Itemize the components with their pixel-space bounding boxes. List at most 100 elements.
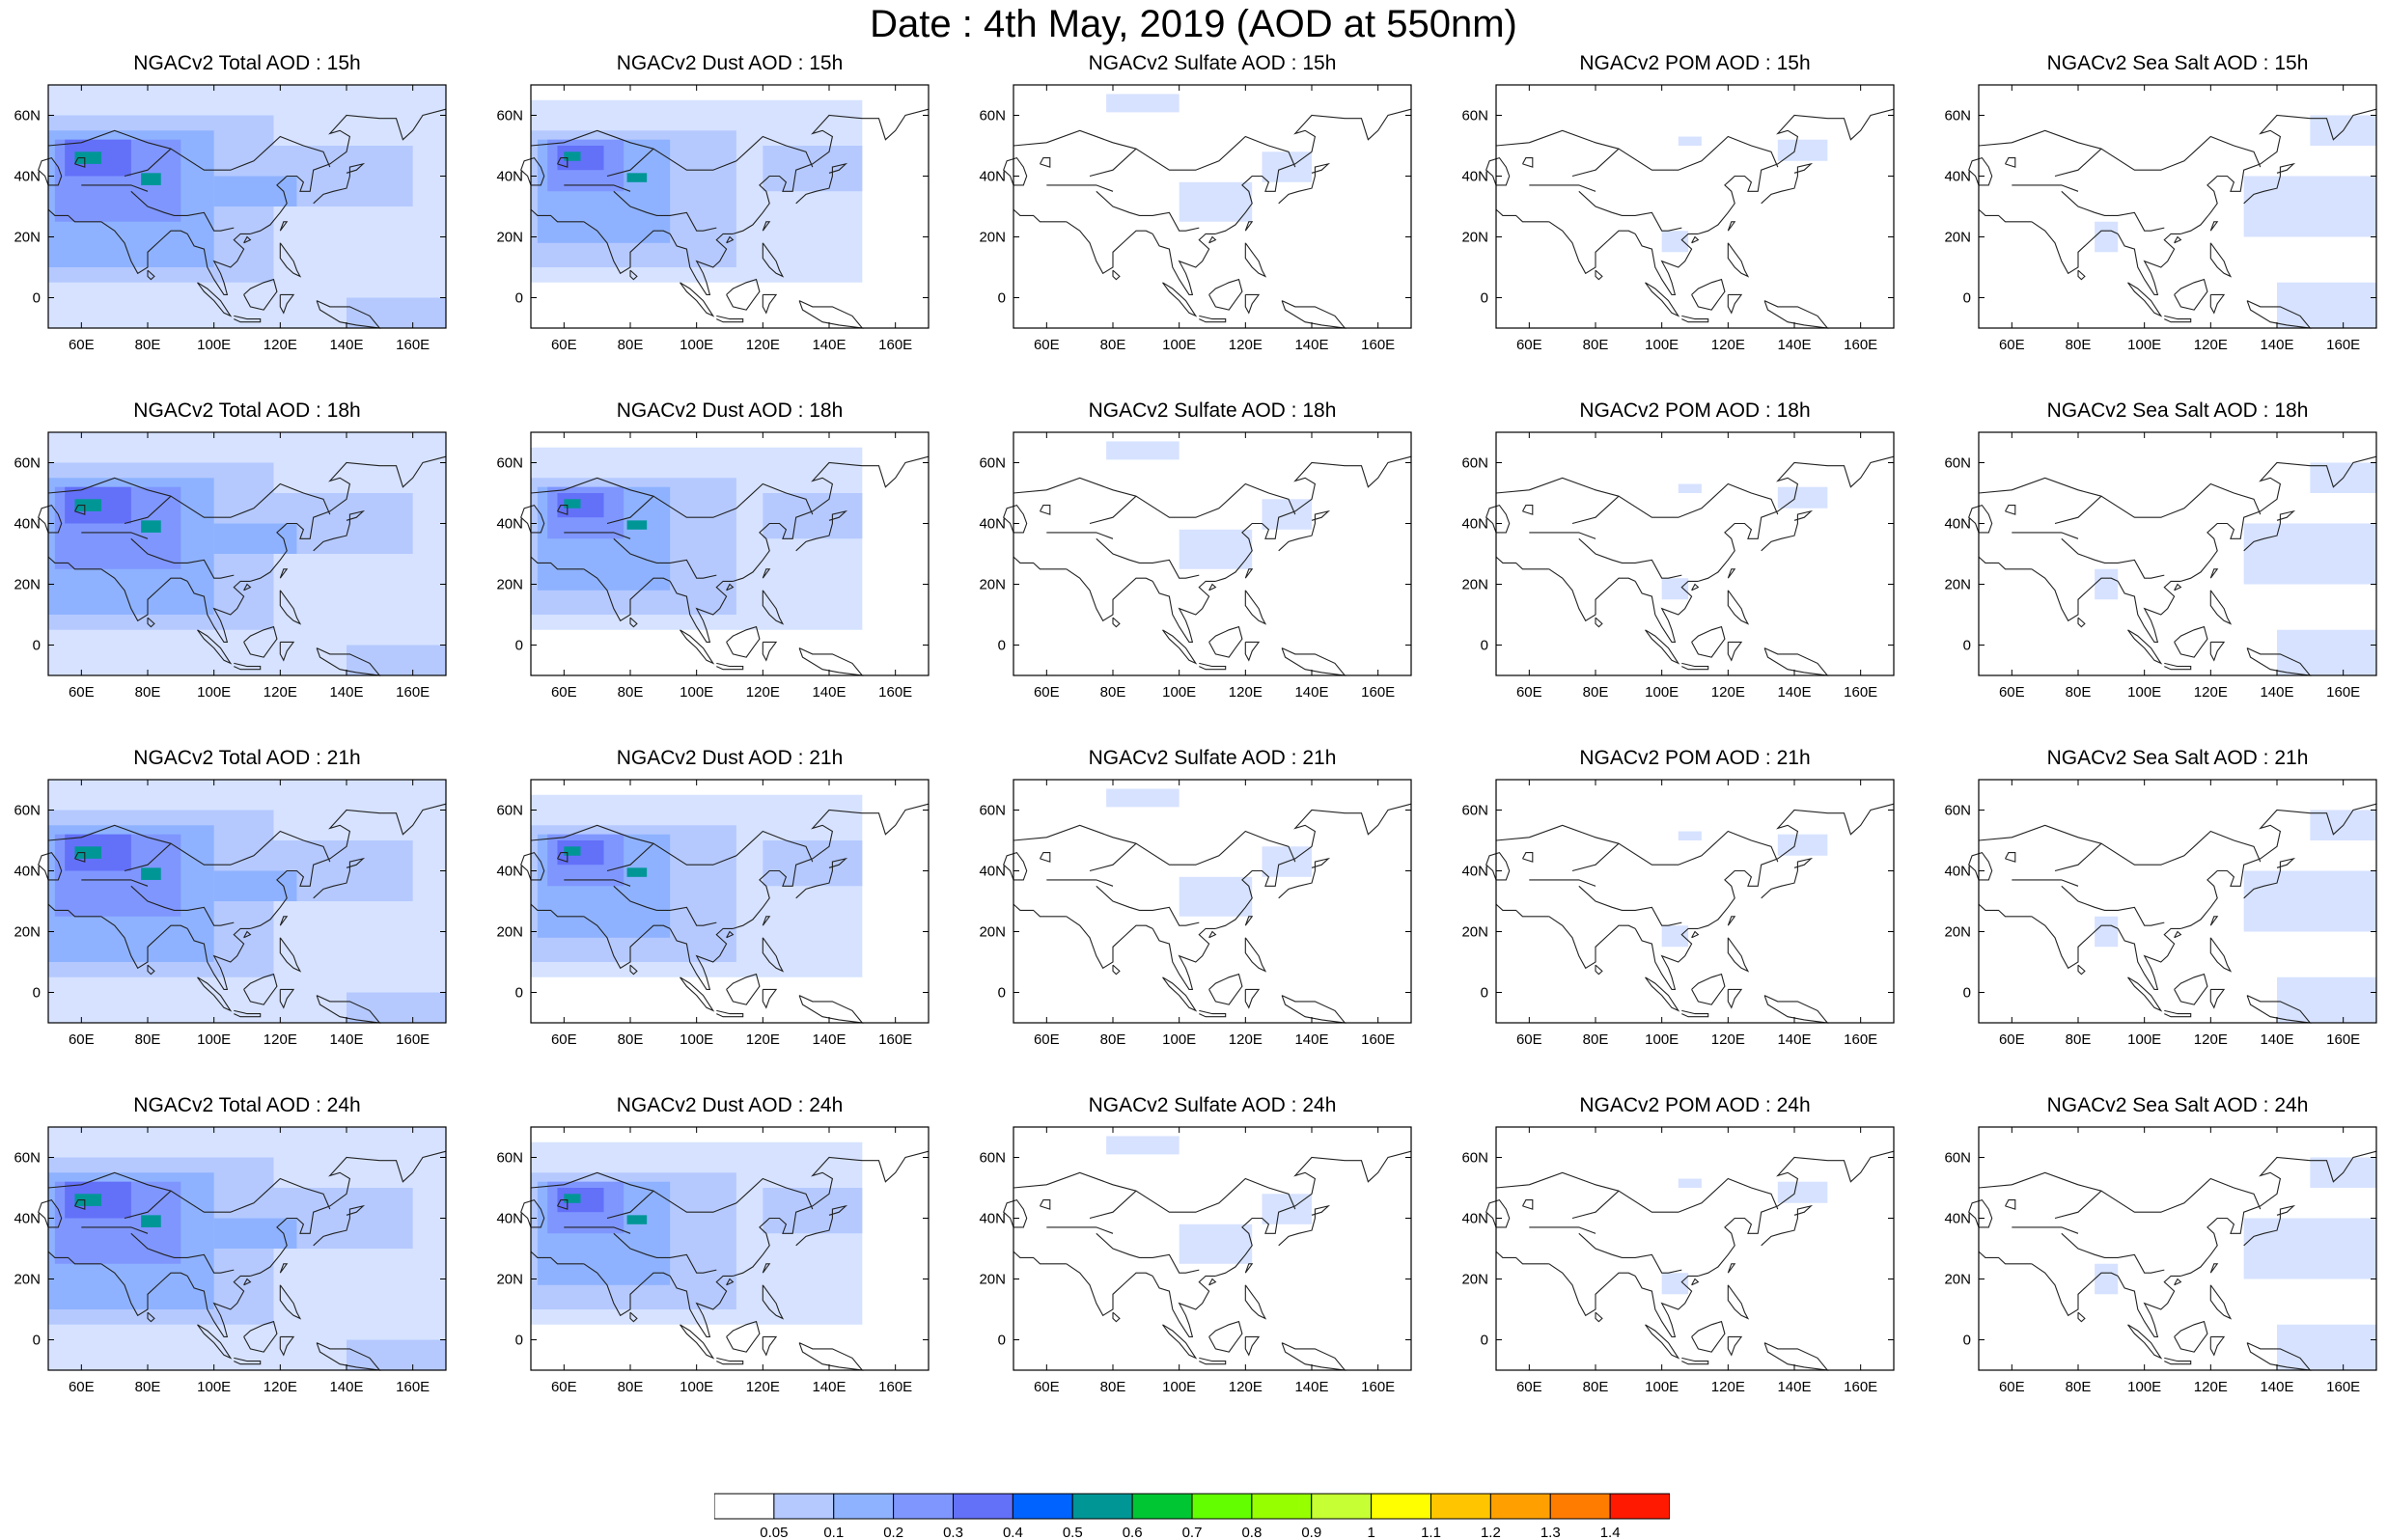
coastline xyxy=(1199,315,1227,323)
coastline xyxy=(197,282,233,317)
aod-field-region xyxy=(1678,831,1702,840)
x-tick-label: 100E xyxy=(2127,684,2161,701)
colorbar-label: 1.4 xyxy=(1600,1525,1621,1540)
coastline xyxy=(680,1324,715,1360)
coastline xyxy=(1681,1357,1709,1365)
coastline xyxy=(234,1357,262,1365)
x-tick-label: 120E xyxy=(746,1379,780,1395)
x-tick-label: 140E xyxy=(812,684,846,701)
x-tick-label: 60E xyxy=(1516,337,1542,353)
coastline xyxy=(1691,625,1726,658)
aod-field-region xyxy=(1106,1136,1180,1155)
colorbar-label: 1.3 xyxy=(1540,1525,1561,1540)
x-tick-label: 80E xyxy=(618,1379,644,1395)
coastline xyxy=(1595,269,1603,281)
map-panel: NGACv2 Sea Salt AOD : 24h 60E 80E 100E 120E 1… xyxy=(1935,1092,2386,1413)
aod-field-region xyxy=(2095,568,2119,600)
coastline xyxy=(47,129,172,150)
y-tick-label: 60N xyxy=(1461,803,1488,819)
aod-field-region xyxy=(763,493,863,539)
x-tick-label: 160E xyxy=(1361,684,1395,701)
coastline xyxy=(1485,156,1511,186)
coastline xyxy=(1112,964,1121,976)
aod-field-region xyxy=(2277,282,2376,328)
x-tick-label: 120E xyxy=(1711,684,1745,701)
coastline xyxy=(726,973,761,1005)
map-frame xyxy=(1495,431,1895,676)
colorbar-swatch xyxy=(1191,1493,1253,1520)
panel-title: NGACv2 Sea Salt AOD : 24h xyxy=(2046,1094,2309,1116)
coastline xyxy=(1112,269,1121,281)
aod-field-region xyxy=(2095,221,2119,253)
x-tick-label: 140E xyxy=(1777,684,1811,701)
coastline xyxy=(530,477,654,497)
map-panel: NGACv2 Sulfate AOD : 24h 60E 80E 100E 120E 14… xyxy=(970,1092,1421,1413)
coastline xyxy=(1495,208,1549,223)
map-frame xyxy=(1013,1126,1412,1371)
coastline xyxy=(2174,1278,2182,1286)
y-tick-label: 20N xyxy=(14,577,41,593)
coastline xyxy=(81,184,149,192)
map-panel: NGACv2 Dust AOD : 15h 60E 80E 100E 120E 140E 1… xyxy=(487,50,938,371)
x-tick-label: 60E xyxy=(551,1031,577,1048)
coastline xyxy=(1040,505,1051,515)
coastline xyxy=(1199,1357,1227,1365)
coastline xyxy=(279,221,289,232)
y-tick-label: 20N xyxy=(496,924,523,941)
coastline xyxy=(2174,625,2208,658)
coastline xyxy=(1281,995,1346,1024)
coastline xyxy=(726,625,761,658)
coastline xyxy=(1278,857,1331,899)
coastline xyxy=(1495,1171,1620,1192)
coastline xyxy=(726,1278,735,1286)
coastline xyxy=(130,885,235,926)
aod-field-region xyxy=(2243,870,2376,932)
x-tick-label: 100E xyxy=(1645,337,1679,353)
coastline xyxy=(243,1278,252,1286)
coastline xyxy=(795,1204,848,1247)
x-tick-label: 100E xyxy=(1645,1379,1679,1395)
coastline xyxy=(726,235,735,244)
y-tick-label: 20N xyxy=(1461,230,1488,246)
coastline xyxy=(1698,1150,1895,1277)
aod-field-region xyxy=(141,1215,161,1227)
coastline xyxy=(1003,504,1028,534)
panel-title: NGACv2 Dust AOD : 15h xyxy=(616,52,844,74)
y-tick-label: 40N xyxy=(1944,169,1971,185)
x-tick-label: 160E xyxy=(2326,684,2360,701)
coastline xyxy=(1968,851,1993,881)
coastline xyxy=(2180,1150,2377,1277)
coastline xyxy=(1003,156,1028,186)
y-tick-label: 40N xyxy=(979,1211,1006,1227)
y-tick-label: 0 xyxy=(515,638,523,654)
x-tick-label: 80E xyxy=(2066,337,2092,353)
x-tick-label: 60E xyxy=(551,1379,577,1395)
coastline xyxy=(520,1198,545,1228)
y-tick-label: 0 xyxy=(515,1333,523,1349)
coastline xyxy=(313,162,366,205)
x-tick-label: 80E xyxy=(1100,684,1126,701)
colorbar-label: 0.7 xyxy=(1182,1525,1203,1540)
y-tick-label: 20N xyxy=(1944,577,1971,593)
coastline xyxy=(1244,293,1261,315)
coastline xyxy=(1215,803,1412,929)
coastline xyxy=(279,1284,302,1320)
coastline xyxy=(629,964,638,976)
coastline xyxy=(1595,964,1603,976)
x-tick-label: 60E xyxy=(551,684,577,701)
y-tick-label: 0 xyxy=(998,638,1006,654)
map-panel: NGACv2 Dust AOD : 21h 60E 80E 100E 120E 140E 1… xyxy=(487,745,938,1065)
coastline xyxy=(1727,1335,1743,1357)
coastline xyxy=(1634,927,1699,990)
coastline xyxy=(1727,641,1743,662)
coastline xyxy=(1089,1177,1296,1220)
x-tick-label: 80E xyxy=(1100,1031,1126,1048)
y-tick-label: 0 xyxy=(1481,290,1488,307)
y-tick-label: 60N xyxy=(1944,108,1971,124)
x-tick-label: 160E xyxy=(1844,1031,1877,1048)
coastline xyxy=(2012,532,2079,539)
colorbar-label: 0.9 xyxy=(1301,1525,1321,1540)
map-plot: 60E 80E 100E 120E 140E 160E 60N 40N 20N 0 xyxy=(14,84,447,353)
aod-field-region xyxy=(347,992,446,1023)
coastline xyxy=(2174,1320,2208,1353)
